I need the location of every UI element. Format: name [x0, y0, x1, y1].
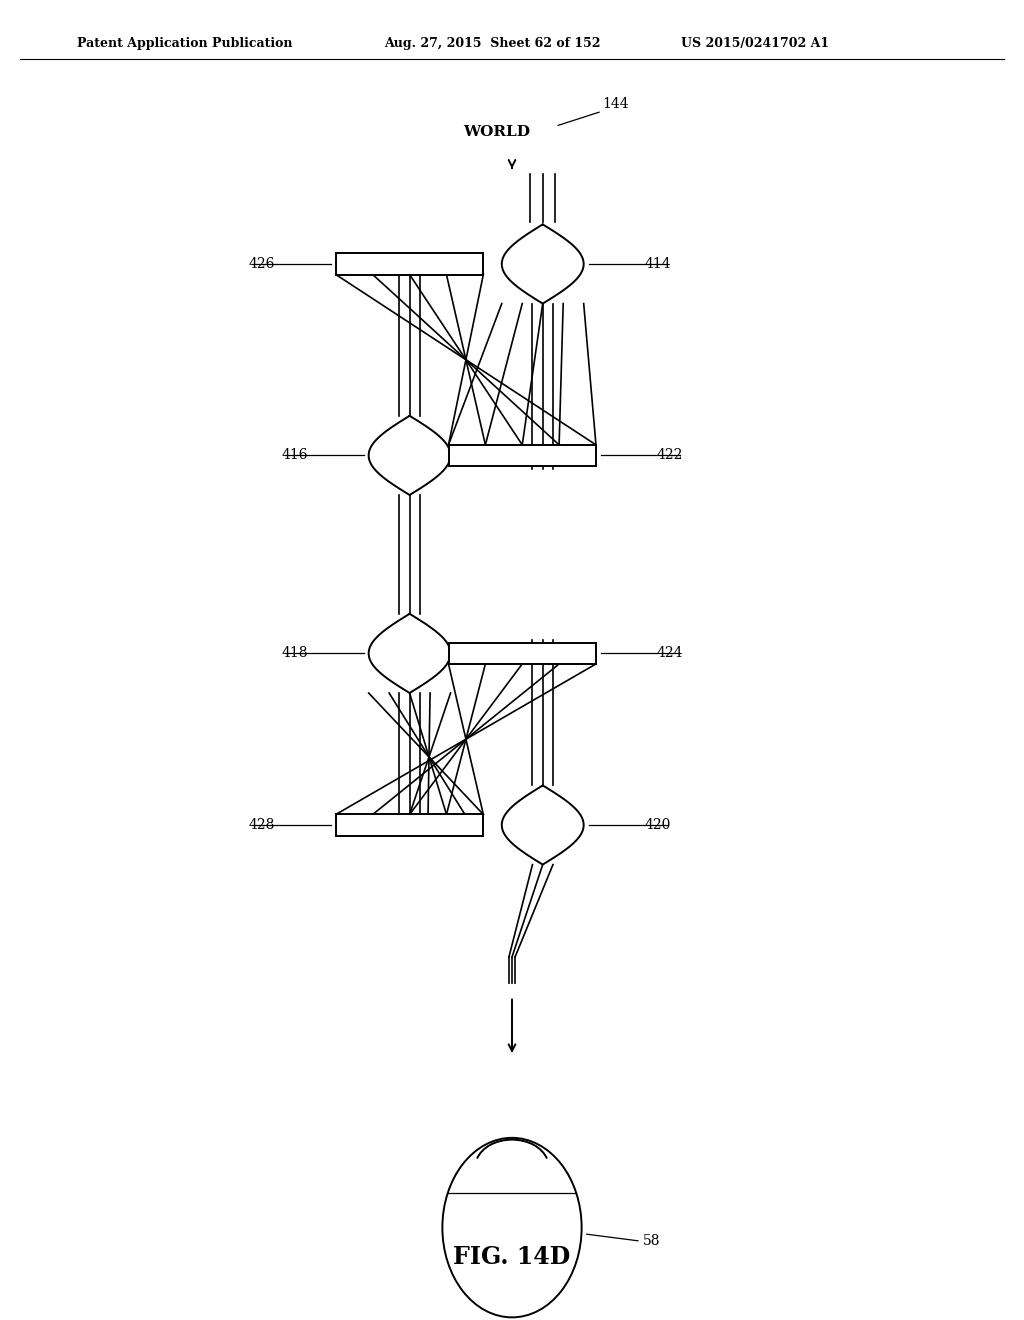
Bar	[449, 445, 596, 466]
Text: Aug. 27, 2015  Sheet 62 of 152: Aug. 27, 2015 Sheet 62 of 152	[384, 37, 600, 50]
Text: 424: 424	[656, 647, 683, 660]
Bar	[336, 253, 483, 275]
Text: WORLD: WORLD	[463, 125, 530, 139]
Text: 58: 58	[643, 1234, 660, 1247]
Text: 144: 144	[602, 96, 629, 111]
Text: 428: 428	[249, 818, 275, 832]
Text: 414: 414	[644, 257, 671, 271]
Text: 420: 420	[644, 818, 671, 832]
Text: Patent Application Publication: Patent Application Publication	[77, 37, 292, 50]
Text: 416: 416	[282, 449, 308, 462]
Text: FIG. 14D: FIG. 14D	[454, 1245, 570, 1269]
Bar	[336, 814, 483, 836]
Bar	[449, 643, 596, 664]
Text: 422: 422	[656, 449, 683, 462]
Text: 418: 418	[282, 647, 308, 660]
Text: 426: 426	[249, 257, 275, 271]
Text: US 2015/0241702 A1: US 2015/0241702 A1	[681, 37, 829, 50]
